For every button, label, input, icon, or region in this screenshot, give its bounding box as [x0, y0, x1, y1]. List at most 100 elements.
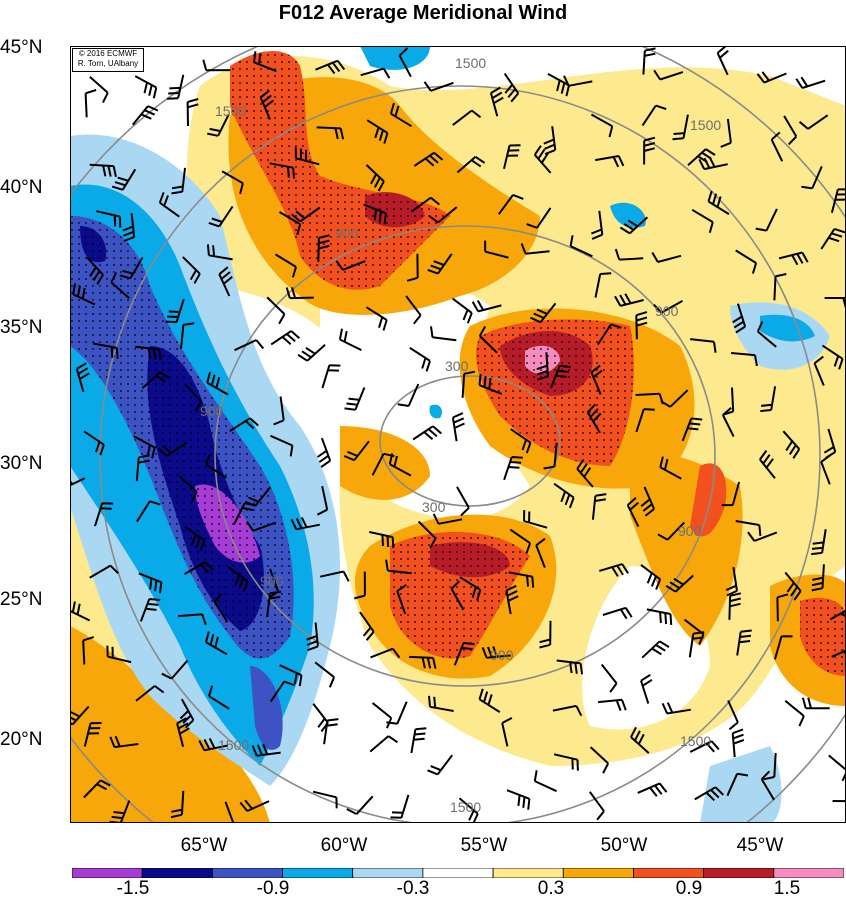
- contour-label-1500-se: 1500: [680, 733, 711, 749]
- wind-barb: [820, 454, 831, 485]
- wind-barb: [134, 75, 158, 99]
- wind-barb: [520, 243, 550, 255]
- wind-barb: [338, 328, 362, 351]
- wind-barb: [782, 430, 801, 459]
- wind-barb: [763, 753, 777, 781]
- colorbar-swatch: [211, 868, 283, 878]
- wind-barb: [208, 685, 230, 710]
- wind-barb: [396, 584, 407, 615]
- wind-barb: [453, 641, 475, 666]
- contour-label-1500-ne: 1500: [690, 117, 721, 133]
- wind-barb: [508, 571, 535, 588]
- colorbar-swatch: [141, 868, 213, 878]
- wind-barb: [535, 537, 546, 568]
- wind-barb: [776, 593, 789, 622]
- wind-barb: [270, 434, 294, 457]
- wind-barb: [119, 256, 144, 280]
- wind-barb: [811, 564, 825, 592]
- wind-barb: [297, 344, 326, 362]
- credit-box: © 2016 ECMWF R. Torn, UAlbany: [72, 48, 144, 72]
- wind-barb: [452, 297, 473, 324]
- colorbar-swatch: [633, 868, 705, 878]
- wind-barb: [614, 293, 644, 307]
- colorbar-swatch: [72, 868, 143, 878]
- wind-barb: [731, 728, 745, 758]
- wind-barb: [760, 770, 775, 801]
- wind-barb: [89, 163, 117, 178]
- wind-barb: [828, 754, 846, 782]
- wind-barb: [452, 109, 482, 126]
- wind-barb: [84, 89, 97, 118]
- wind-barb: [694, 786, 725, 802]
- wind-barb: [509, 528, 532, 554]
- wind-barb: [369, 735, 399, 753]
- contour-label-1500-sw: 1500: [218, 737, 249, 753]
- wind-barb: [224, 801, 235, 823]
- contour-label-1500-top: 1500: [455, 55, 486, 71]
- colorbar-swatch: [282, 868, 354, 878]
- wind-barb: [681, 417, 703, 442]
- wind-barb: [423, 81, 454, 92]
- wind-barb: [270, 330, 301, 346]
- wind-barb: [344, 387, 366, 411]
- wind-barb: [635, 311, 648, 340]
- colorbar-swatch: [703, 868, 775, 878]
- contour-label-900-sw: 900: [260, 573, 284, 589]
- wind-barb: [269, 680, 295, 703]
- wind-barb: [227, 566, 249, 592]
- wind-barb: [138, 572, 163, 594]
- colorbar-swatch: [422, 868, 494, 878]
- wind-barb: [180, 322, 195, 349]
- wind-barb: [630, 726, 650, 754]
- wind-barb: [239, 799, 270, 812]
- lat-label-45: 45°N: [0, 37, 43, 58]
- wind-barb: [312, 790, 338, 809]
- wind-barb: [688, 631, 705, 658]
- wind-barb: [285, 287, 314, 300]
- wind-barb: [186, 98, 199, 127]
- wind-barb: [759, 450, 776, 479]
- wind-barb: [170, 790, 185, 819]
- wind-barb: [832, 800, 846, 806]
- colorbar-label-neg0.9: -0.9: [256, 878, 290, 899]
- wind-barb: [640, 673, 653, 704]
- wind-barb: [829, 609, 846, 621]
- wind-barb: [689, 740, 720, 753]
- wind-barb: [274, 253, 297, 278]
- wind-barb: [732, 303, 747, 334]
- wind-barb: [591, 493, 607, 520]
- wind-barb: [70, 477, 86, 487]
- wind-barb: [756, 71, 787, 84]
- wind-barb: [770, 131, 784, 162]
- wind-barb: [70, 599, 91, 622]
- wind-barb: [533, 770, 558, 793]
- lon-label-65: 65°W: [180, 835, 228, 856]
- wind-barb: [427, 754, 453, 776]
- wind-barb: [600, 663, 618, 693]
- colorbar-swatch: [492, 868, 564, 878]
- wind-barb: [820, 227, 846, 250]
- wind-barb: [110, 272, 130, 300]
- wind-barb: [798, 114, 829, 130]
- wind-barb: [478, 374, 503, 395]
- wind-barb: [72, 283, 96, 306]
- wind-barb: [360, 67, 391, 79]
- map-title: F012 Average Meridional Wind: [278, 2, 568, 24]
- wind-barb: [651, 251, 682, 263]
- wind-barb: [135, 685, 165, 702]
- colorbar-swatch: [562, 868, 634, 878]
- wind-barb: [637, 782, 668, 797]
- wind-barb: [92, 342, 119, 359]
- wind-barb: [428, 695, 454, 712]
- wind-barb: [626, 497, 640, 528]
- wind-barb: [503, 144, 521, 170]
- wind-barb: [178, 613, 207, 626]
- wind-barb: [591, 210, 604, 240]
- lat-label-20: 20°N: [0, 729, 43, 750]
- wind-barb: [731, 352, 758, 367]
- wind-barb: [89, 564, 119, 579]
- wind-barb: [205, 631, 228, 656]
- wind-barb: [321, 364, 341, 389]
- wind-barb: [122, 213, 136, 242]
- wind-barb: [410, 196, 441, 213]
